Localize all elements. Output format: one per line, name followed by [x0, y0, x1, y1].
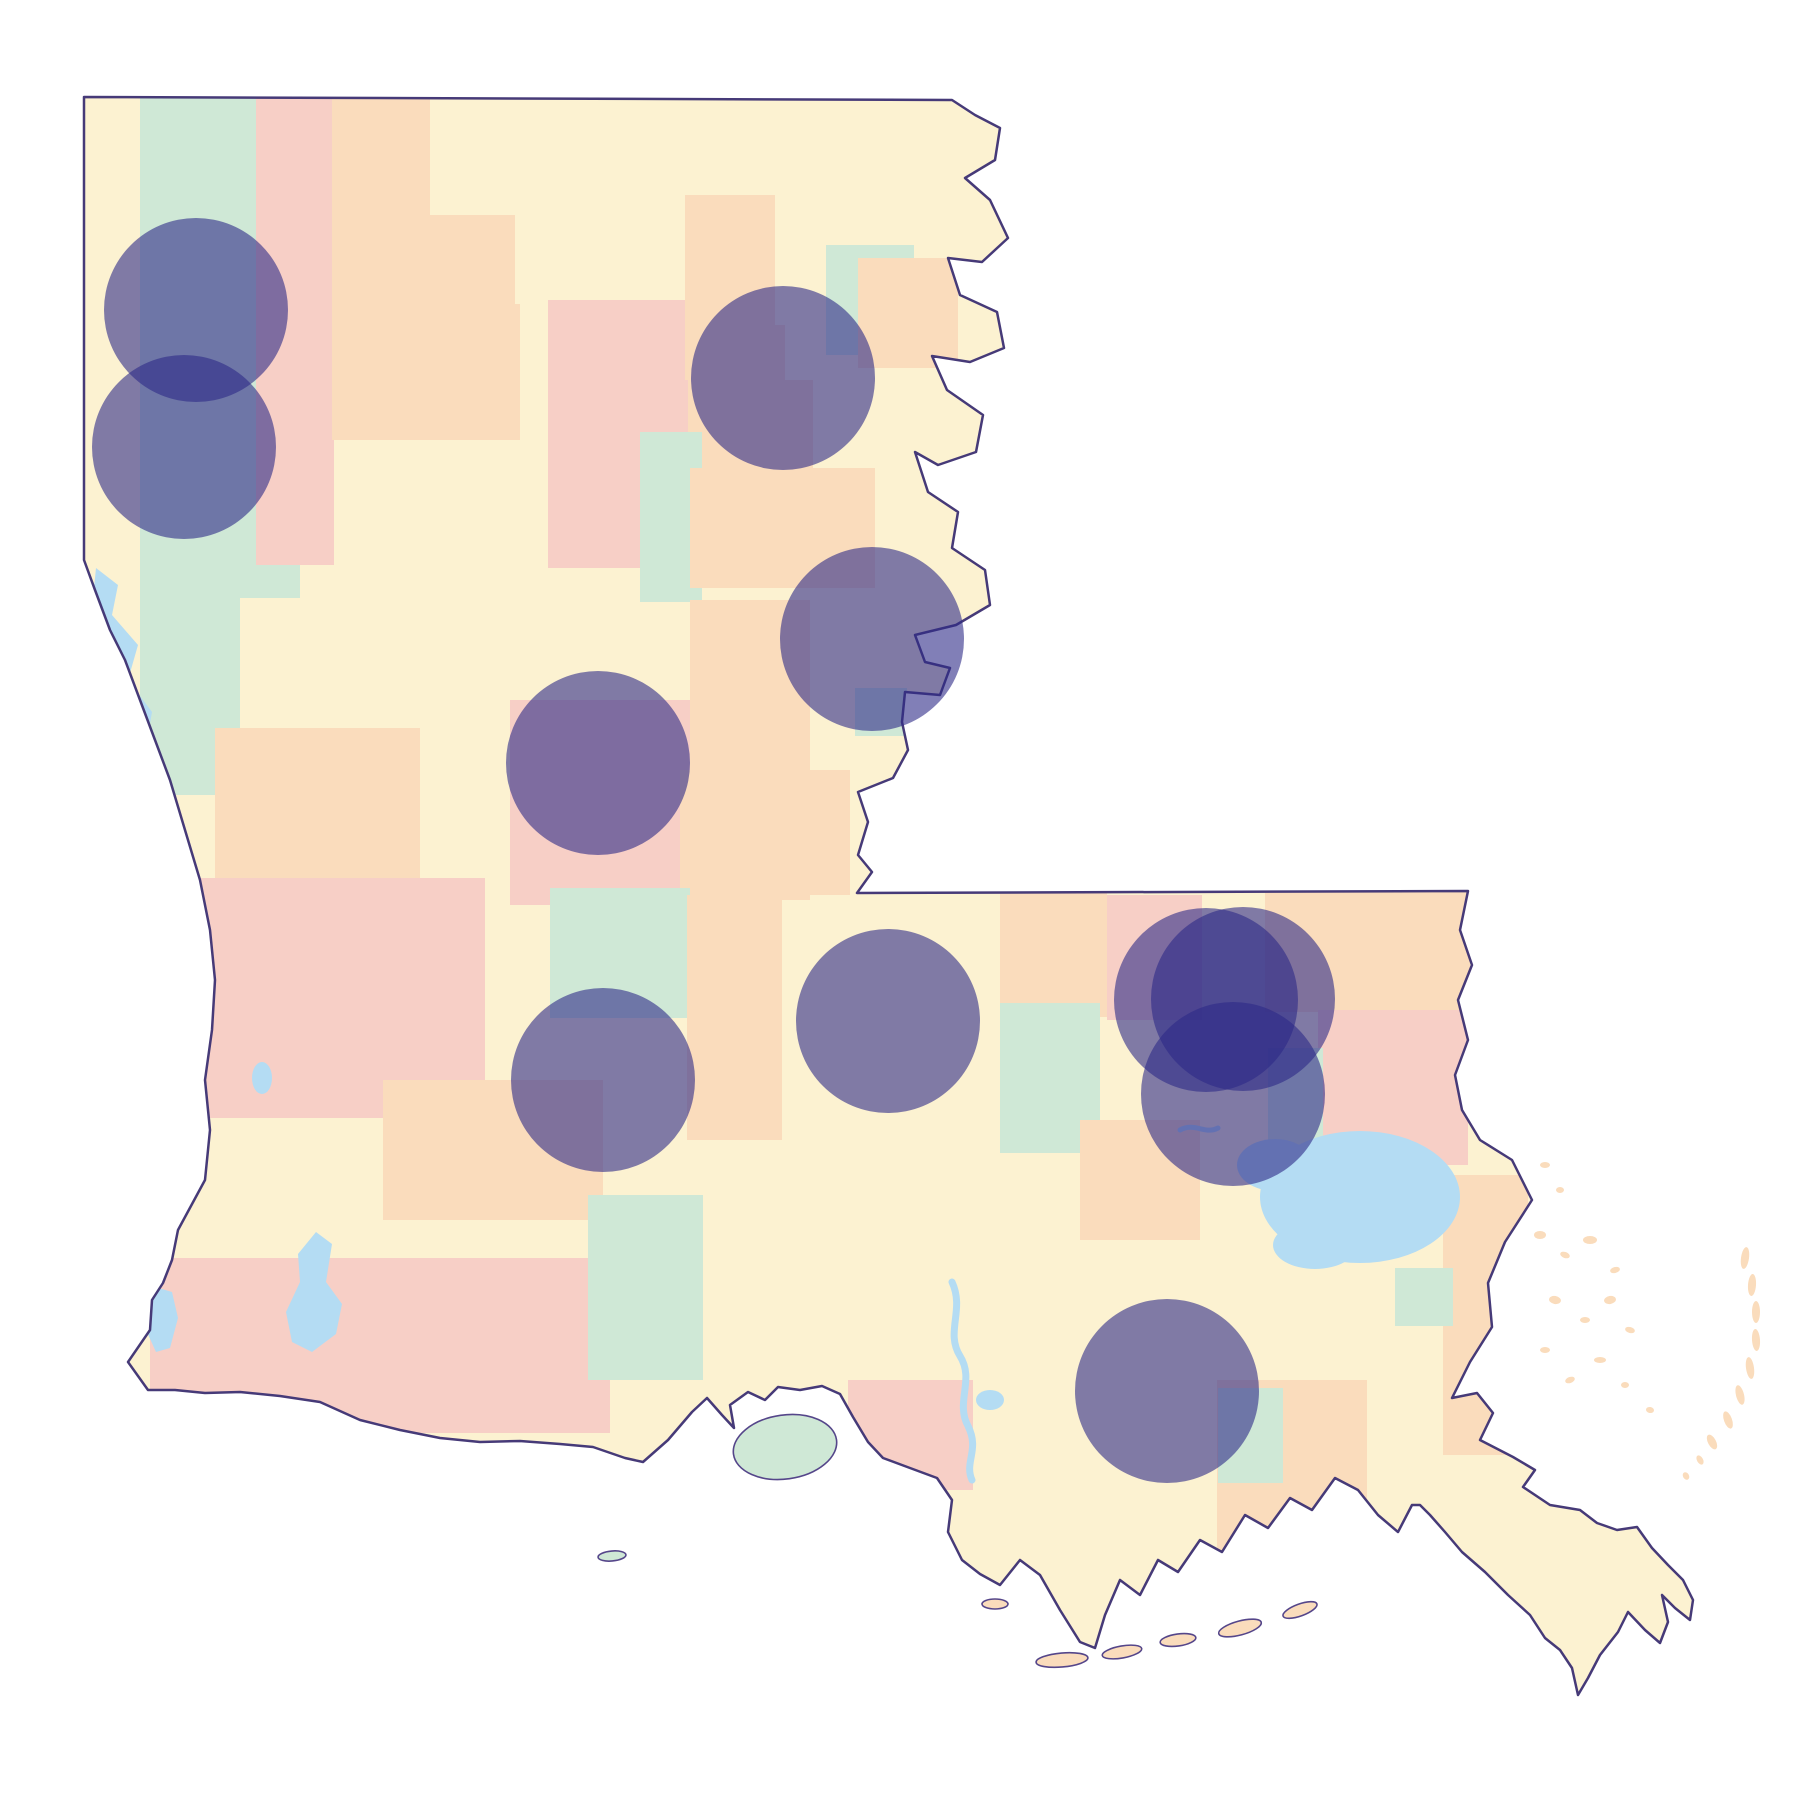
island-group — [597, 1413, 1318, 1669]
island-speck-group — [1534, 1162, 1761, 1480]
island-speck — [1752, 1301, 1760, 1323]
island-speck — [1740, 1247, 1750, 1269]
island-speck — [1540, 1162, 1550, 1168]
coastal-island — [1101, 1644, 1143, 1660]
island-speck — [1565, 1376, 1575, 1384]
bubble-marker — [92, 355, 276, 539]
lake — [286, 1232, 342, 1352]
island-speck — [1723, 1411, 1733, 1429]
parish-patch — [1395, 1268, 1453, 1326]
coastal-island — [597, 1550, 627, 1562]
island-speck — [1682, 1472, 1690, 1480]
parish-patch — [1443, 1175, 1528, 1455]
bubble-marker — [796, 929, 980, 1113]
island-speck — [1621, 1382, 1629, 1388]
coastal-island — [1282, 1600, 1318, 1620]
island-speck — [1580, 1317, 1590, 1323]
island-speck — [1696, 1455, 1704, 1465]
bubble-marker — [780, 547, 964, 731]
parish-patch — [848, 1380, 973, 1490]
lake — [976, 1390, 1004, 1410]
island-speck — [1706, 1434, 1718, 1450]
island-speck — [1556, 1187, 1564, 1193]
parish-patch — [332, 215, 520, 440]
parish-patch — [515, 97, 690, 304]
coastal-island — [1159, 1632, 1197, 1648]
island-speck — [1625, 1326, 1635, 1334]
coastal-island — [732, 1413, 838, 1481]
coastal-island — [1217, 1618, 1263, 1638]
island-speck — [1646, 1406, 1654, 1414]
island-speck — [1549, 1295, 1561, 1305]
parish-patch — [858, 258, 958, 368]
island-speck — [1540, 1347, 1550, 1353]
island-speck — [1560, 1251, 1570, 1259]
island-speck — [1534, 1231, 1546, 1239]
lake — [1273, 1221, 1357, 1269]
island-speck — [1751, 1329, 1761, 1351]
river — [948, 1278, 977, 1484]
parish-patch — [150, 1258, 610, 1433]
island-speck — [1583, 1236, 1597, 1244]
lake — [252, 1062, 272, 1094]
bubble-marker — [1141, 1002, 1325, 1186]
island-speck — [1594, 1357, 1606, 1363]
bubble-marker — [104, 218, 288, 402]
bubble-marker — [511, 988, 695, 1172]
bubble-layer — [92, 218, 1335, 1483]
island-speck — [1610, 1266, 1620, 1274]
island-speck — [1604, 1295, 1616, 1305]
lake — [146, 1286, 178, 1352]
island-speck — [1747, 1274, 1757, 1296]
island-speck — [1735, 1385, 1745, 1405]
parish-patch — [1000, 892, 1107, 1017]
coastal-island — [1035, 1651, 1089, 1669]
bubble-marker — [506, 671, 690, 855]
parish-patch — [588, 1195, 703, 1380]
bubble-marker — [1075, 1299, 1259, 1483]
bubble-marker — [691, 286, 875, 470]
parish-patch — [687, 895, 782, 1140]
coastal-island — [981, 1598, 1009, 1610]
parish-patch — [215, 728, 420, 900]
island-speck — [1745, 1357, 1755, 1379]
parish-patch — [680, 770, 850, 895]
